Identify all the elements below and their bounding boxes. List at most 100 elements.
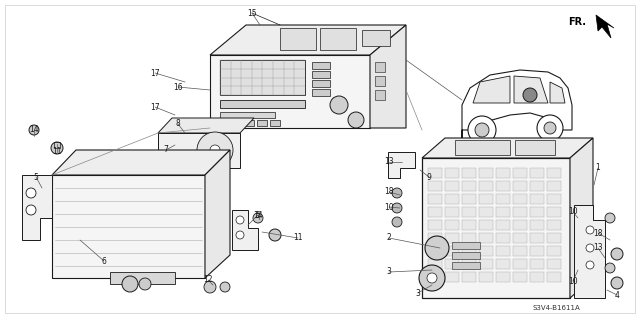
Text: 4: 4 (614, 291, 620, 300)
Text: 18: 18 (384, 188, 394, 197)
Circle shape (139, 278, 151, 290)
Bar (513, 220, 527, 230)
Bar (428, 259, 442, 269)
Bar (496, 194, 510, 204)
Polygon shape (52, 150, 230, 175)
Circle shape (605, 263, 615, 273)
Text: 3: 3 (415, 288, 420, 298)
Text: 15: 15 (247, 9, 257, 18)
Bar (479, 246, 493, 256)
Bar (530, 181, 544, 191)
Circle shape (392, 217, 402, 227)
Polygon shape (220, 60, 305, 95)
Text: S3V4-B1611A: S3V4-B1611A (532, 305, 580, 311)
Circle shape (586, 261, 594, 269)
Bar (530, 207, 544, 217)
Bar (375, 62, 385, 72)
Bar (445, 194, 459, 204)
Bar (445, 220, 459, 230)
Polygon shape (370, 25, 406, 128)
Circle shape (29, 125, 39, 135)
Bar (496, 220, 510, 230)
Polygon shape (596, 15, 614, 38)
Circle shape (537, 115, 563, 141)
Circle shape (253, 213, 263, 223)
Text: 5: 5 (33, 173, 38, 182)
Bar (428, 220, 442, 230)
Polygon shape (462, 70, 572, 155)
Bar (312, 80, 330, 87)
Bar (530, 272, 544, 282)
Polygon shape (210, 55, 370, 128)
Polygon shape (388, 152, 415, 178)
Bar (428, 233, 442, 243)
Text: 18: 18 (593, 228, 603, 238)
Bar (231, 120, 241, 126)
Bar (445, 168, 459, 178)
Bar (547, 207, 561, 217)
Bar (513, 233, 527, 243)
Polygon shape (52, 175, 205, 278)
Circle shape (468, 116, 496, 144)
Circle shape (475, 123, 489, 137)
Text: 11: 11 (52, 147, 61, 157)
Text: 13: 13 (593, 243, 603, 253)
Text: 12: 12 (204, 276, 212, 285)
Bar (513, 194, 527, 204)
Bar (496, 259, 510, 269)
Bar (496, 246, 510, 256)
Bar (479, 168, 493, 178)
Bar (513, 259, 527, 269)
Circle shape (330, 96, 348, 114)
Bar (218, 120, 228, 126)
Bar (462, 220, 476, 230)
Bar (110, 272, 175, 284)
Bar (496, 272, 510, 282)
Text: 2: 2 (387, 234, 392, 242)
Text: 17: 17 (150, 102, 160, 112)
Bar (479, 194, 493, 204)
Circle shape (427, 273, 437, 283)
Bar (547, 246, 561, 256)
Text: 8: 8 (175, 120, 180, 129)
Bar (428, 272, 442, 282)
Polygon shape (158, 118, 254, 133)
Polygon shape (158, 133, 240, 168)
Bar (462, 168, 476, 178)
Bar (445, 233, 459, 243)
Text: 6: 6 (102, 256, 106, 265)
Bar (54, 142, 60, 148)
Circle shape (26, 205, 36, 215)
Text: 1: 1 (596, 164, 600, 173)
Bar (462, 246, 476, 256)
Circle shape (611, 277, 623, 289)
Bar (530, 220, 544, 230)
Polygon shape (473, 76, 510, 103)
Circle shape (544, 122, 556, 134)
Bar (220, 100, 305, 108)
Polygon shape (362, 30, 390, 46)
Bar (462, 259, 476, 269)
Bar (479, 181, 493, 191)
Text: 13: 13 (384, 158, 394, 167)
Bar (375, 76, 385, 86)
Bar (452, 242, 480, 249)
Polygon shape (210, 25, 406, 55)
Circle shape (419, 265, 445, 291)
Bar (496, 233, 510, 243)
Text: 7: 7 (164, 145, 168, 154)
Bar (547, 181, 561, 191)
Bar (530, 168, 544, 178)
Text: 9: 9 (427, 173, 431, 182)
Bar (257, 120, 267, 126)
Polygon shape (280, 28, 316, 50)
Bar (513, 168, 527, 178)
Bar (428, 246, 442, 256)
Circle shape (605, 213, 615, 223)
Circle shape (197, 132, 233, 168)
Bar (375, 90, 385, 100)
Bar (496, 181, 510, 191)
Text: 5: 5 (255, 211, 260, 219)
Circle shape (425, 236, 449, 260)
Circle shape (122, 276, 138, 292)
